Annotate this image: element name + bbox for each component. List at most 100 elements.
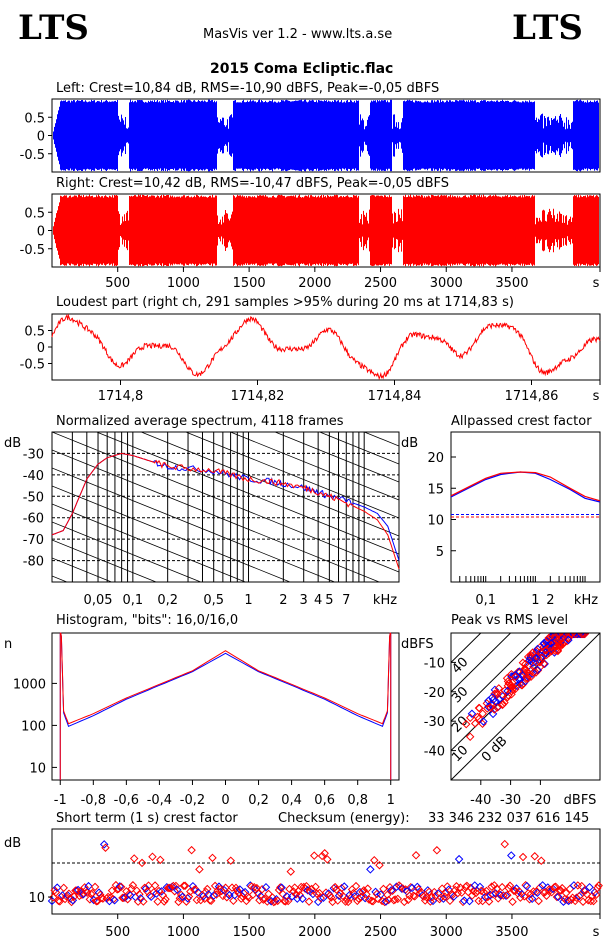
spectrum-xtick-label: 1 <box>244 593 252 608</box>
crest-point <box>363 884 372 893</box>
crest-point <box>576 890 585 900</box>
crest-point <box>427 893 436 902</box>
crest-point <box>423 886 433 895</box>
peak-rms-frame <box>450 632 601 781</box>
loudest-xtick-label: 1714,82 <box>231 389 285 404</box>
crest-point <box>454 854 464 864</box>
crest-point <box>283 896 293 906</box>
right-waveform-ytick-label: -0.5 <box>20 243 45 258</box>
crest-point <box>116 882 126 892</box>
crest-point <box>105 896 114 906</box>
crest-point <box>594 881 603 890</box>
peak-rms-point <box>553 645 562 655</box>
spectrum-xtick-label: 7 <box>342 593 350 608</box>
loudest-ytick-label: 0.5 <box>24 325 45 340</box>
waveform-xtick-label: 2000 <box>298 276 331 291</box>
crest-point <box>310 851 319 860</box>
crest-point <box>226 856 235 865</box>
spectrum-xtick-label: 5 <box>325 593 333 608</box>
crest-point <box>128 881 138 890</box>
crest-point <box>323 855 332 864</box>
crest-point <box>174 897 183 907</box>
peak-rms-point <box>555 642 565 652</box>
peak-rms-point <box>466 713 475 722</box>
crest-frame <box>51 828 601 915</box>
peak-rms-point <box>520 664 530 673</box>
crest-point <box>191 885 200 894</box>
allpass-xtick-label: kHz <box>574 593 598 608</box>
crest-point <box>277 883 286 892</box>
crest-point <box>570 896 580 906</box>
histogram-xtick-label: 0,4 <box>281 793 302 808</box>
crest-point <box>432 846 442 855</box>
spectrum-xtick-label: 0,5 <box>203 593 224 608</box>
spectrum-series-right <box>51 452 400 570</box>
crest-point <box>527 894 537 904</box>
crest-point <box>156 855 165 865</box>
left-waveform-envelope <box>53 99 599 172</box>
histogram-xtick-label: 0,8 <box>347 793 368 808</box>
peak-rms-point <box>541 645 550 655</box>
crest-point <box>517 889 526 899</box>
crest-point <box>52 883 62 892</box>
peak-rms-point <box>557 633 566 642</box>
peak-rms-point <box>517 680 526 690</box>
crest-point <box>295 890 305 900</box>
loudest-series-right <box>51 313 601 381</box>
loudest-ytick-label: 0 <box>37 341 45 356</box>
crest-point <box>293 894 302 903</box>
peak-rms-diagonals <box>451 633 600 780</box>
crest-point <box>440 892 449 901</box>
peak-rms-ylabel: dBFS <box>401 637 434 652</box>
crest-point <box>551 882 560 891</box>
crest-point <box>317 851 327 861</box>
peak-rms-point <box>532 653 541 663</box>
crest-point <box>430 887 439 897</box>
peak-rms-point <box>525 656 534 665</box>
crest-point <box>261 882 271 892</box>
allpass-ytick-label: 20 <box>427 451 444 466</box>
allpass-title: Allpassed crest factor <box>451 414 592 429</box>
crest-point <box>533 888 542 897</box>
crest-point <box>380 897 389 907</box>
loudest-frame <box>51 313 601 381</box>
crest-point <box>273 896 282 906</box>
crest-point <box>135 890 144 899</box>
waveform-xtick-label: 1500 <box>233 276 266 291</box>
crest-point <box>311 882 320 892</box>
peak-rms-point <box>577 633 586 639</box>
crest-point <box>157 887 166 896</box>
peak-rms-point <box>567 633 576 639</box>
crest-point <box>139 897 148 906</box>
crest-point <box>133 897 143 906</box>
peak-rms-points <box>461 633 590 741</box>
crest-point <box>320 849 329 858</box>
crest-point <box>47 896 57 906</box>
peak-rms-xtick-label: -40 <box>470 793 491 808</box>
peak-rms-point <box>564 635 573 645</box>
crest-point <box>257 885 267 894</box>
crest-point <box>69 892 79 901</box>
peak-rms-ytick-label: -40 <box>424 745 445 760</box>
histogram-series-left <box>60 632 391 727</box>
peak-rms-ytick-label: -30 <box>424 715 445 730</box>
peak-rms-point <box>511 672 520 681</box>
right-waveform-ytick-label: 0.5 <box>24 206 45 221</box>
peak-rms-point <box>533 665 542 675</box>
crest-point <box>393 894 403 904</box>
crest-point <box>580 886 589 895</box>
crest-point <box>452 882 461 891</box>
crest-point <box>555 886 564 895</box>
peak-rms-point <box>522 667 532 676</box>
histogram-xtick-label: 0 <box>221 793 229 808</box>
crest-point <box>466 883 476 893</box>
crest-point <box>351 881 361 891</box>
spectrum-xtick-label: 2 <box>279 593 287 608</box>
allpass-ytick-label: 15 <box>427 482 444 497</box>
crest-point <box>375 860 384 870</box>
spectrum-grid <box>52 432 399 582</box>
right-waveform-ytick-label: 0 <box>37 225 45 240</box>
peak-rms-point <box>507 678 517 687</box>
histogram-xtick-label: -1 <box>54 793 67 808</box>
